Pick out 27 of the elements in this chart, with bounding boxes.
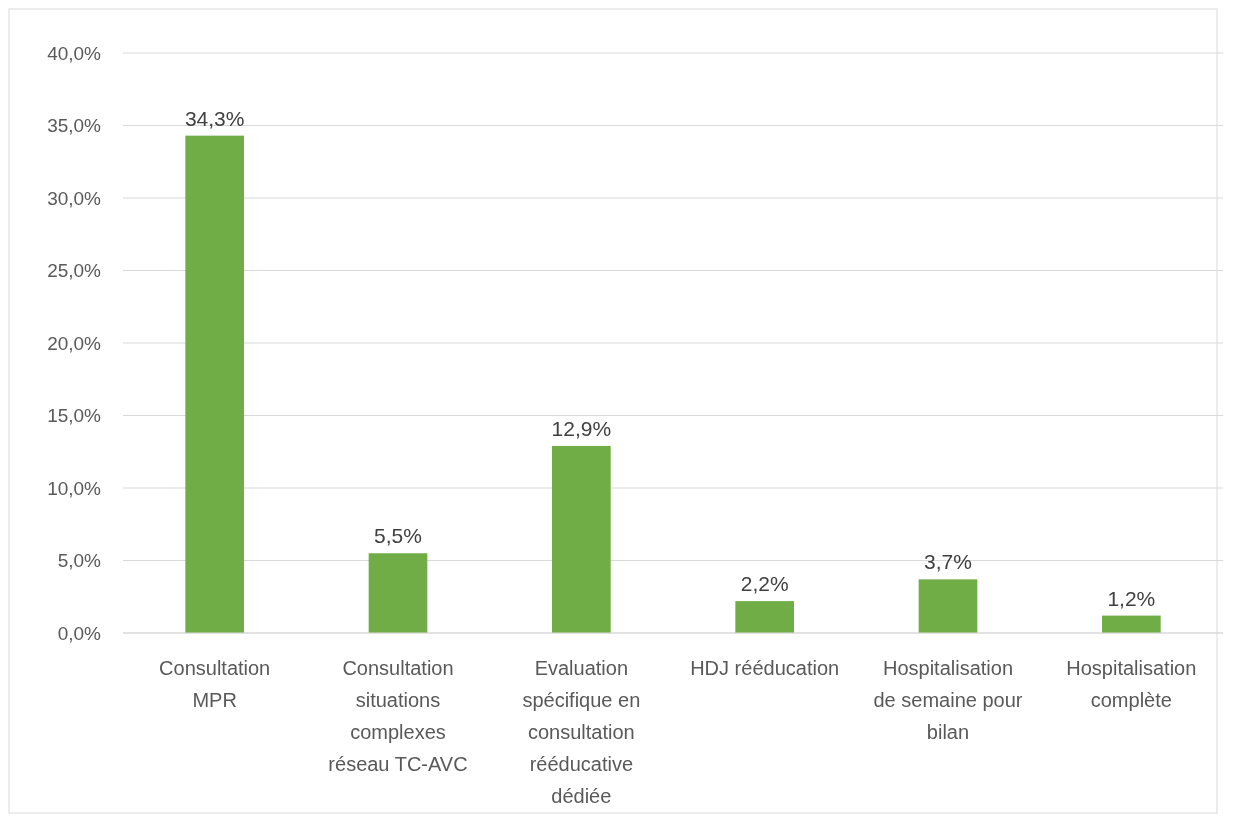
bar: [1102, 615, 1161, 633]
y-tick-label: 25,0%: [47, 260, 102, 282]
bar: [552, 445, 611, 633]
data-label: 2,2%: [740, 572, 789, 596]
bar: [185, 135, 244, 633]
data-label: 1,2%: [1107, 586, 1156, 610]
y-tick-label: 40,0%: [47, 42, 102, 64]
x-tick-label: Evaluation spécifique en consultation rééducative dédiée: [522, 657, 641, 807]
y-tick-label: 35,0%: [47, 115, 102, 137]
x-tick-label: Consultation situations complexes réseau TC-AVC: [328, 657, 468, 775]
x-tick-label: Consultation MPR: [159, 657, 271, 711]
bar: [368, 553, 428, 633]
y-tick-label: 5,0%: [57, 550, 102, 572]
y-tick-label: 15,0%: [47, 405, 102, 427]
x-tick-label: Hospitalisation complète: [1066, 657, 1197, 711]
y-tick-label: 0,0%: [57, 622, 102, 644]
data-label: 12,9%: [551, 416, 612, 440]
data-label: 34,3%: [184, 106, 245, 130]
data-label: 5,5%: [374, 524, 422, 548]
data-label: 3,7%: [924, 550, 972, 574]
y-tick-label: 30,0%: [47, 187, 102, 209]
bar: [735, 601, 794, 633]
y-tick-label: 20,0%: [47, 332, 102, 354]
x-tick-label: Hospitalisation de semaine pour bilan: [873, 657, 1023, 743]
x-tick-label: HDJ rééducation: [690, 657, 840, 679]
y-tick-label: 10,0%: [47, 477, 102, 499]
bar: [918, 579, 978, 633]
